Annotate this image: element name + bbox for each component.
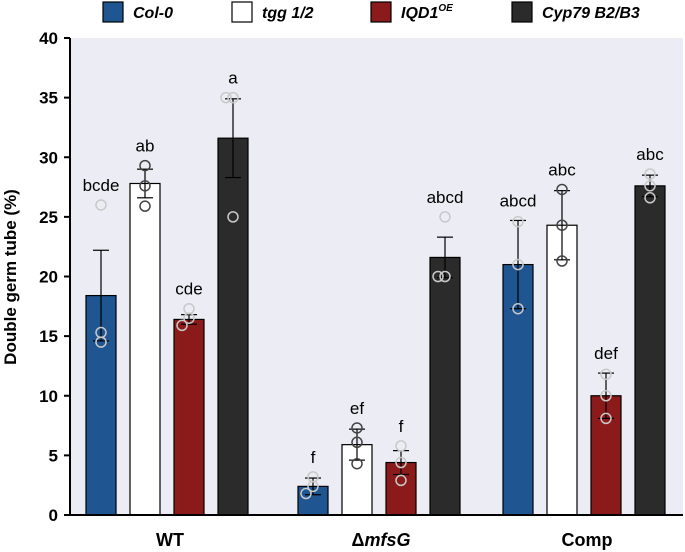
y-tick-label: 25 bbox=[39, 208, 58, 227]
data-point bbox=[300, 487, 312, 500]
data-point bbox=[351, 457, 363, 470]
data-point bbox=[556, 183, 568, 196]
data-point bbox=[176, 319, 188, 332]
x-category-label: WT bbox=[156, 530, 184, 550]
data-point bbox=[220, 91, 232, 104]
significance-letter: abcd bbox=[500, 191, 537, 210]
significance-letter: a bbox=[228, 69, 238, 88]
data-point bbox=[432, 270, 444, 283]
data-point bbox=[600, 390, 612, 402]
data-point bbox=[95, 199, 107, 211]
significance-letter: bcde bbox=[83, 176, 120, 195]
data-point bbox=[644, 168, 656, 180]
y-axis-label: Double germ tube (%) bbox=[1, 189, 20, 365]
y-tick-label: 10 bbox=[39, 387, 58, 406]
y-tick-label: 20 bbox=[39, 268, 58, 287]
legend-label: IQD1OE bbox=[401, 3, 453, 22]
data-point bbox=[600, 412, 612, 425]
legend-label: tgg 1/2 bbox=[262, 5, 314, 22]
axes: 0 5 10 15 20 25 30 35 40 WT ΔmfsG Comp bbox=[39, 29, 683, 550]
bar bbox=[173, 318, 205, 516]
y-tick-label: 0 bbox=[49, 506, 58, 525]
significance-letter: abcd bbox=[427, 188, 464, 207]
data-point bbox=[395, 456, 407, 469]
data-point bbox=[307, 480, 319, 493]
legend-swatch bbox=[102, 1, 124, 23]
data-point bbox=[227, 91, 239, 104]
significance-letter: cde bbox=[175, 280, 202, 299]
y-tick-label: 15 bbox=[39, 327, 58, 346]
significance-letter: f bbox=[399, 417, 404, 436]
legend: Col-0 tgg 1/2 IQD1OE Cyp79 B2/B3 bbox=[102, 1, 640, 23]
data-point bbox=[139, 180, 151, 192]
legend-swatch bbox=[511, 1, 533, 23]
data-point bbox=[351, 436, 363, 449]
data-point bbox=[395, 474, 407, 487]
x-category-label: Comp bbox=[562, 530, 613, 550]
significance-letter: abc bbox=[636, 145, 664, 164]
data-point bbox=[512, 215, 524, 228]
bar bbox=[634, 185, 666, 516]
significance-letter: ef bbox=[350, 399, 364, 418]
data-point bbox=[351, 422, 363, 434]
data-point bbox=[512, 258, 524, 271]
significance-letter: f bbox=[311, 448, 316, 467]
data-point bbox=[556, 255, 568, 267]
y-tick-label: 35 bbox=[39, 89, 58, 108]
legend-swatch bbox=[370, 1, 392, 23]
y-tick-label: 30 bbox=[39, 148, 58, 167]
legend-swatch bbox=[231, 1, 253, 23]
plot-background bbox=[70, 38, 683, 515]
bar bbox=[546, 224, 578, 516]
data-point bbox=[395, 440, 407, 452]
legend-label: Cyp79 B2/B3 bbox=[542, 5, 640, 22]
significance-letter: ab bbox=[136, 137, 155, 156]
data-point bbox=[439, 211, 451, 223]
data-point bbox=[95, 336, 107, 348]
x-category-label: ΔmfsG bbox=[352, 530, 411, 550]
significance-letter: abc bbox=[548, 160, 576, 179]
legend-label: Col-0 bbox=[133, 5, 173, 22]
data-point bbox=[227, 211, 239, 223]
data-point bbox=[556, 219, 568, 231]
significance-letter: def bbox=[594, 344, 618, 363]
bar bbox=[217, 137, 249, 516]
data-point bbox=[644, 192, 656, 204]
data-point bbox=[183, 312, 195, 324]
bar bbox=[385, 461, 417, 516]
bar bbox=[129, 182, 161, 516]
data-point bbox=[139, 159, 151, 172]
data-point bbox=[439, 270, 451, 283]
y-tick-label: 5 bbox=[49, 446, 58, 465]
data-point bbox=[139, 200, 151, 212]
y-tick-label: 40 bbox=[39, 29, 58, 48]
data-point bbox=[512, 302, 524, 315]
bar bbox=[429, 256, 461, 516]
data-point bbox=[600, 368, 612, 381]
data-point bbox=[644, 180, 656, 192]
